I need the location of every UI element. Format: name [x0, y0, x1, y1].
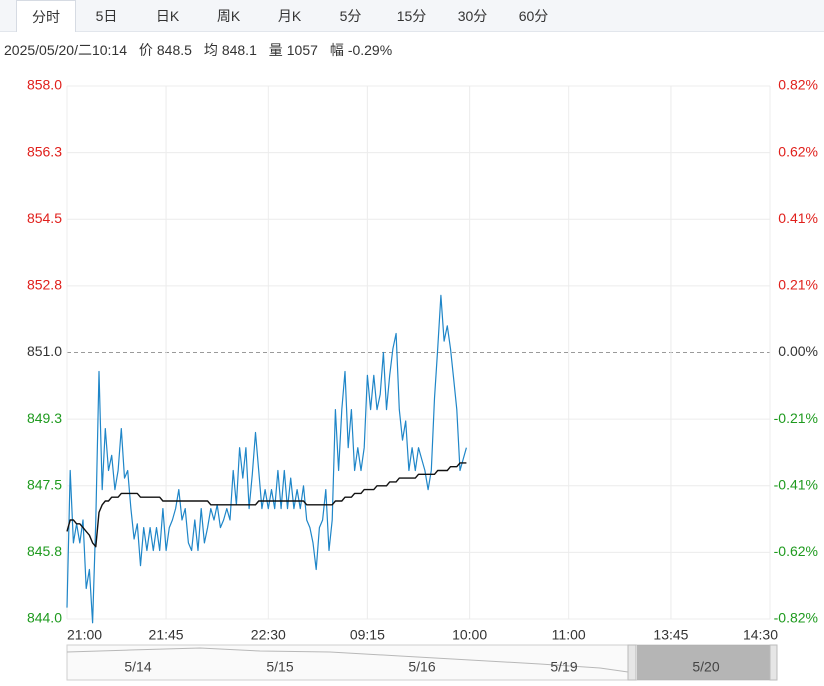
price-line	[66, 294, 467, 624]
y2-tick-label: -0.82%	[774, 610, 818, 626]
info-value: 1057	[286, 42, 318, 58]
navigator-window[interactable]	[637, 645, 770, 680]
y2-tick-label: 0.21%	[778, 277, 818, 293]
y2-tick-label: -0.62%	[774, 543, 818, 559]
navigator-date: 5/15	[266, 659, 293, 675]
x-tick-label: 14:30	[743, 627, 778, 643]
navigator-date: 5/16	[408, 659, 435, 675]
y2-tick-label: -0.41%	[774, 476, 818, 492]
y-tick-label: 856.3	[27, 143, 62, 159]
x-tick-label: 21:45	[149, 627, 184, 643]
tab[interactable]: 60分	[518, 8, 549, 24]
y2-tick-label: -0.21%	[774, 410, 818, 426]
y2-tick-label: 0.41%	[778, 210, 818, 226]
tab[interactable]: 周K	[216, 8, 241, 24]
navigator-date: 5/20	[692, 659, 719, 675]
x-tick-label: 10:00	[452, 627, 487, 643]
x-tick-label: 22:30	[251, 627, 286, 643]
x-tick-label: 13:45	[653, 627, 688, 643]
info-value: 848.1	[221, 42, 257, 58]
info-line: 2025/05/20/二10:14 价 848.5 均 848.1 量 1057 幅-…	[4, 40, 396, 60]
y-tick-label: 851.0	[27, 343, 62, 359]
tab-bar: 分时 5日 日K 周K 月K 5分 15分 30分 60分	[0, 0, 824, 32]
y2-tick-label: 0.82%	[778, 77, 818, 93]
navigator-sparkline	[66, 647, 629, 673]
navigator-date: 5/14	[124, 659, 151, 675]
navigator-handle[interactable]	[627, 644, 637, 681]
info-label: 均	[203, 42, 218, 58]
y-tick-label: 845.8	[27, 543, 62, 559]
info-label: 幅	[329, 42, 344, 58]
info-label: 量	[268, 42, 283, 58]
navigator-date: 5/19	[550, 659, 577, 675]
y-tick-label: 849.3	[27, 410, 62, 426]
y-tick-label: 847.5	[27, 476, 62, 492]
x-tick-label: 09:15	[350, 627, 385, 643]
info-datetime: 2025/05/20/二10:14	[4, 42, 127, 58]
y-tick-label: 852.8	[27, 277, 62, 293]
info-label: 价	[138, 42, 153, 58]
y-tick-label: 854.5	[27, 210, 62, 226]
tab[interactable]: 5分	[339, 8, 362, 24]
navigator-handle[interactable]	[769, 644, 778, 681]
x-tick-label: 21:00	[67, 627, 102, 643]
y-tick-label: 844.0	[27, 610, 62, 626]
tab[interactable]: 15分	[396, 8, 427, 24]
x-tick-label: 11:00	[552, 627, 586, 643]
tab[interactable]: 日K	[155, 8, 180, 24]
tab[interactable]: 30分	[457, 8, 488, 24]
y-tick-label: 858.0	[27, 77, 62, 93]
y2-tick-label: 0.62%	[778, 143, 818, 159]
y2-tick-label: 0.00%	[778, 343, 818, 359]
navigator: 5/14 5/15 5/16 5/19 5/20	[66, 644, 778, 681]
info-value: 848.5	[156, 42, 192, 58]
tab[interactable]: 分时	[16, 0, 76, 32]
tab[interactable]: 5日	[95, 8, 118, 24]
info-value: -0.29%	[347, 42, 393, 58]
tab[interactable]: 月K	[277, 8, 302, 24]
price-line	[66, 462, 467, 548]
